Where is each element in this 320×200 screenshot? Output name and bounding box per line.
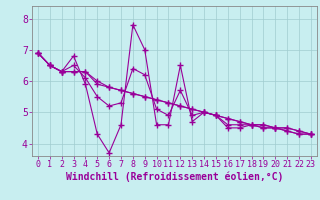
X-axis label: Windchill (Refroidissement éolien,°C): Windchill (Refroidissement éolien,°C) <box>66 172 283 182</box>
